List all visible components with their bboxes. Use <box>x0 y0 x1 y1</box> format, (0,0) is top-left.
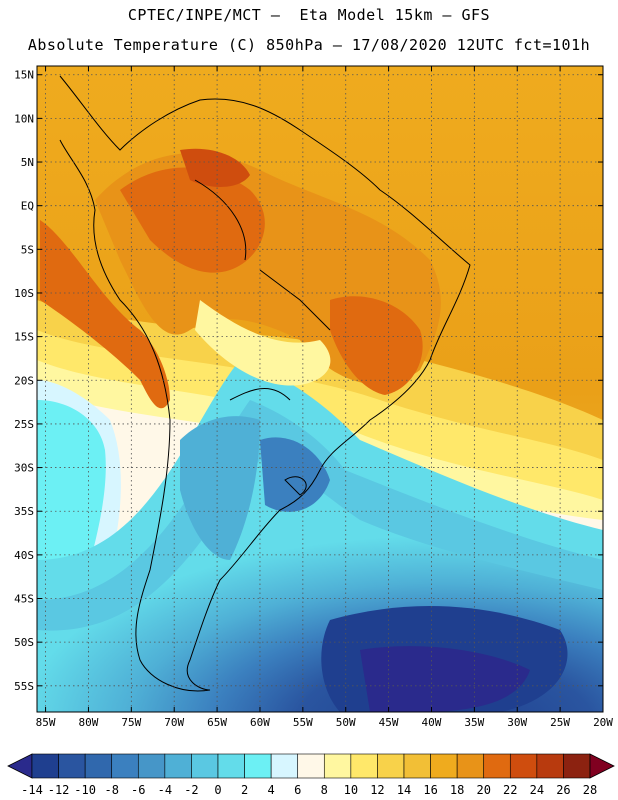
colorbar-boxes <box>31 753 591 779</box>
temperature-field <box>37 66 603 712</box>
lat-tick-label: 25S <box>14 418 34 431</box>
colorbar-box <box>297 753 325 779</box>
lat-tick-label: 15S <box>14 331 34 344</box>
longitude-ticks: 85W 80W 75W 70W 65W 60W 55W 50W 45W 40W 35W 30W 25W 2… <box>36 66 613 729</box>
colorbar-label: 24 <box>530 783 544 797</box>
colorbar-label: 0 <box>214 783 221 797</box>
colorbar-box <box>191 753 219 779</box>
lon-tick-label: 65W <box>207 716 227 729</box>
colorbar-label: -14 <box>21 783 43 797</box>
colorbar-box <box>403 753 431 779</box>
lon-tick-label: 25W <box>550 716 570 729</box>
colorbar-label: 22 <box>503 783 517 797</box>
colorbar-box <box>84 753 113 779</box>
colorbar-over-triangle <box>589 753 615 779</box>
colorbar-box <box>350 753 378 779</box>
latitude-ticks: 15N 10N 5N EQ 5S 10S 15S 20S 25S 30S 35S 40S 45S 50S 5… <box>14 69 603 693</box>
lon-tick-label: 80W <box>79 716 99 729</box>
colorbar-box <box>536 753 564 779</box>
colorbar-label: 20 <box>476 783 490 797</box>
colorbar-box <box>563 753 591 779</box>
colorbar-label: 16 <box>423 783 437 797</box>
lon-tick-label: 85W <box>36 716 56 729</box>
colorbar-label: 26 <box>556 783 570 797</box>
colorbar-box <box>377 753 405 779</box>
colorbar-label: -10 <box>74 783 96 797</box>
colorbar-label: -2 <box>184 783 198 797</box>
lon-tick-label: 60W <box>250 716 270 729</box>
lat-tick-label: 10N <box>14 112 34 125</box>
lat-tick-label: 45S <box>14 593 34 606</box>
colorbar-label: 14 <box>397 783 411 797</box>
colorbar-label: 6 <box>294 783 301 797</box>
lat-tick-label: 15N <box>14 69 34 82</box>
colorbar-label: -8 <box>104 783 118 797</box>
colorbar-label: -12 <box>48 783 70 797</box>
colorbar-box <box>58 753 86 779</box>
colorbar-box <box>244 753 272 779</box>
lon-tick-label: 40W <box>422 716 442 729</box>
colorbar-label: 4 <box>268 783 275 797</box>
colorbar-box <box>483 753 511 779</box>
temperature-colorbar: -14 -12 -10 -8 -6 -4 -2 0 2 4 6 8 10 12 14 16 18 20 22 24 26… <box>7 753 615 797</box>
colorbar-label: 12 <box>370 783 384 797</box>
colorbar-box <box>137 753 166 779</box>
lon-tick-label: 45W <box>379 716 399 729</box>
colorbar-box <box>111 753 139 779</box>
map-title-line-2: Absolute Temperature (C) 850hPa – 17/08/… <box>27 36 591 54</box>
coastlines <box>59 75 471 692</box>
colorbar-under-triangle <box>7 753 33 779</box>
colorbar-box <box>31 753 59 779</box>
lat-tick-label: 20S <box>14 374 34 387</box>
colorbar-box <box>430 753 458 779</box>
lat-tick-label: 30S <box>14 462 34 475</box>
lat-tick-label: 55S <box>14 680 34 693</box>
lat-tick-label: 40S <box>14 549 34 562</box>
colorbar-box <box>509 753 538 779</box>
colorbar-label: -4 <box>158 783 172 797</box>
lon-tick-label: 50W <box>336 716 356 729</box>
colorbar-box <box>456 753 485 779</box>
colorbar-label: 2 <box>241 783 248 797</box>
lon-tick-label: 35W <box>464 716 484 729</box>
colorbar-box <box>164 753 192 779</box>
colorbar-box <box>270 753 299 779</box>
lat-tick-label: 5N <box>21 156 34 169</box>
colorbar-label: 8 <box>321 783 328 797</box>
colorbar-label: 10 <box>344 783 358 797</box>
lat-tick-label: 50S <box>14 636 34 649</box>
colorbar-labels: -14 -12 -10 -8 -6 -4 -2 0 2 4 6 8 10 12 14 16 18 20 22 24 26… <box>21 783 597 797</box>
lon-tick-label: 70W <box>164 716 184 729</box>
lat-tick-label: 35S <box>14 505 34 518</box>
lat-tick-label: EQ <box>21 200 34 213</box>
colorbar-box <box>217 753 245 779</box>
lat-tick-label: 5S <box>21 243 34 256</box>
lon-tick-label: 75W <box>121 716 141 729</box>
lon-tick-label: 55W <box>293 716 313 729</box>
lon-tick-label: 30W <box>507 716 527 729</box>
colorbar-label: 18 <box>450 783 464 797</box>
map-title-line-1: CPTEC/INPE/MCT – Eta Model 15km – GFS <box>127 6 491 24</box>
lat-tick-label: 10S <box>14 287 34 300</box>
colorbar-box <box>323 753 352 779</box>
lon-tick-label: 20W <box>593 716 613 729</box>
map-frame <box>36 65 604 713</box>
colorbar-label: 28 <box>583 783 597 797</box>
colorbar-label: -6 <box>131 783 145 797</box>
